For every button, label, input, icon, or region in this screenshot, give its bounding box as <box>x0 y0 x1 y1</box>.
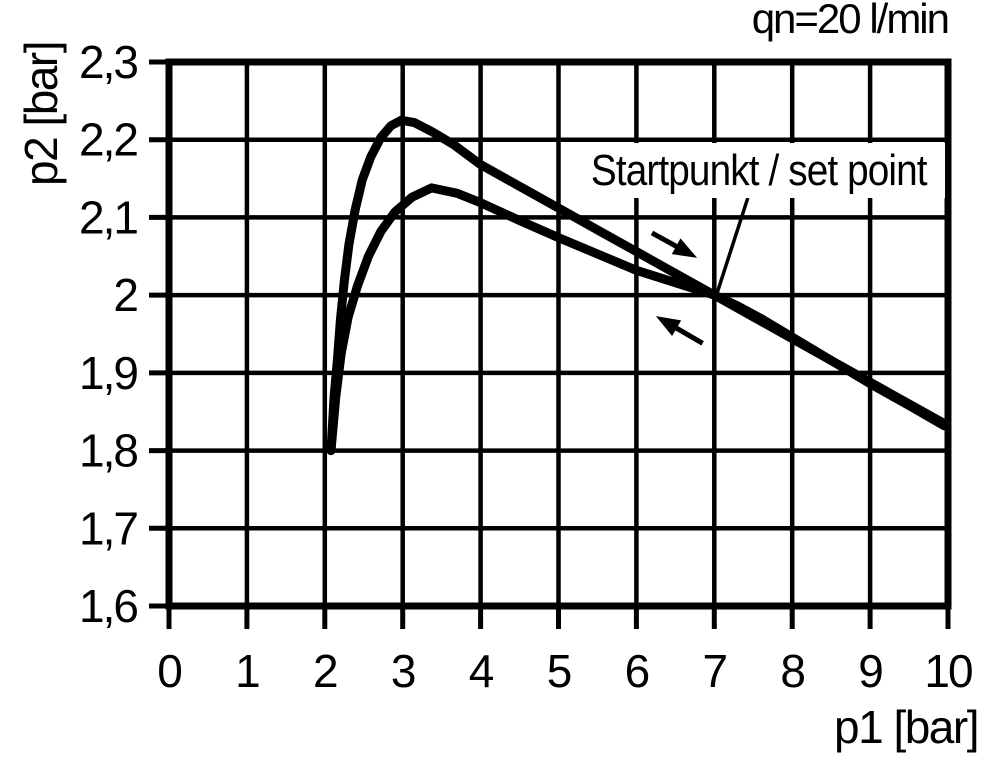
y-tick-label: 1,9 <box>79 347 137 399</box>
x-axis-label: p1 [bar] <box>834 701 980 753</box>
y-axis-label: p2 [bar] <box>15 42 67 186</box>
arrow-shaft <box>650 230 681 251</box>
return-direction-arrow <box>655 316 704 346</box>
y-tick-label: 2 <box>113 269 137 321</box>
x-tick-label: 9 <box>858 645 882 697</box>
x-tick-label: 6 <box>625 645 649 697</box>
set-point-annotation: Startpunkt / set point <box>572 143 945 198</box>
arrow-head <box>671 238 698 258</box>
y-tick-label: 2,3 <box>79 36 137 88</box>
arrow-head <box>655 316 682 336</box>
y-tick-label: 2,2 <box>79 114 137 166</box>
x-tick-label: 8 <box>780 645 804 697</box>
x-tick-label: 3 <box>391 645 415 697</box>
x-tick-label: 7 <box>703 645 727 697</box>
set-point-leader-line <box>715 197 750 293</box>
set-point-annotation-text: Startpunkt / set point <box>590 145 928 195</box>
forward-direction-arrow <box>650 230 698 258</box>
chart-title-flow-rate: qn=20 l/min <box>751 0 950 42</box>
y-tick-label: 2,1 <box>79 191 137 243</box>
y-tick-label: 1,7 <box>79 502 137 554</box>
x-tick-label: 0 <box>157 645 181 697</box>
x-tick-label: 1 <box>235 645 259 697</box>
y-tick-label: 1,6 <box>79 580 137 632</box>
axis-ticks <box>149 59 951 629</box>
x-tick-label: 5 <box>547 645 571 697</box>
y-tick-label: 1,8 <box>79 425 137 477</box>
series-return-branch-peak-2.14 <box>326 183 949 456</box>
x-tick-label: 2 <box>313 645 337 697</box>
arrow-shaft <box>671 324 704 346</box>
tick-labels: 0 1 2 3 4 5 6 7 8 9 10 1,6 1,7 1,8 1,9 2 2,1 2,2 2,3 <box>79 36 974 697</box>
x-tick-label: 10 <box>924 645 972 697</box>
x-tick-label: 4 <box>469 645 494 697</box>
